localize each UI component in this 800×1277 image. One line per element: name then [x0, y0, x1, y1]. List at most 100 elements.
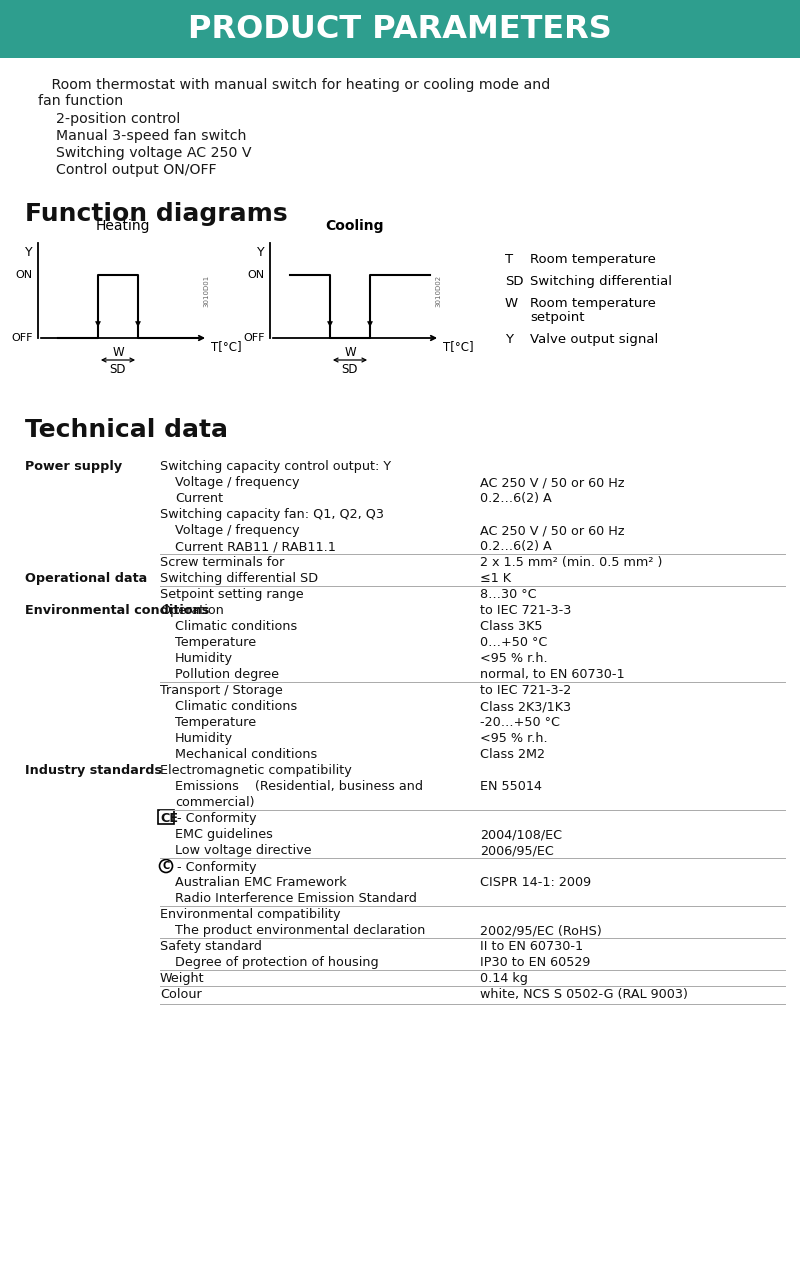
Text: <95 % r.h.: <95 % r.h.	[480, 732, 548, 744]
Text: 3010D02: 3010D02	[435, 275, 441, 306]
Text: Class 2K3/1K3: Class 2K3/1K3	[480, 700, 571, 713]
Text: 3010D01: 3010D01	[203, 275, 209, 306]
Text: W: W	[344, 346, 356, 359]
Text: Setpoint setting range: Setpoint setting range	[160, 587, 304, 601]
Text: Valve output signal: Valve output signal	[530, 333, 658, 346]
Text: W: W	[505, 298, 518, 310]
Text: CISPR 14-1: 2009: CISPR 14-1: 2009	[480, 876, 591, 889]
Text: Industry standards: Industry standards	[25, 764, 162, 776]
Text: <95 % r.h.: <95 % r.h.	[480, 653, 548, 665]
Text: Power supply: Power supply	[25, 460, 122, 472]
Text: Class 3K5: Class 3K5	[480, 621, 542, 633]
Text: Y: Y	[26, 246, 33, 259]
Text: Heating: Heating	[96, 218, 150, 232]
Text: ON: ON	[248, 269, 265, 280]
Text: Environmental conditions: Environmental conditions	[25, 604, 210, 617]
Text: IP30 to EN 60529: IP30 to EN 60529	[480, 956, 590, 969]
Text: Control output ON/OFF: Control output ON/OFF	[38, 163, 217, 178]
Text: fan function: fan function	[38, 94, 123, 109]
Text: commercial): commercial)	[175, 796, 254, 810]
Text: Humidity: Humidity	[175, 653, 233, 665]
Text: Y: Y	[505, 333, 513, 346]
Text: EMC guidelines: EMC guidelines	[175, 827, 273, 842]
Text: CE: CE	[160, 812, 178, 825]
Text: - Conformity: - Conformity	[177, 861, 257, 873]
Text: Technical data: Technical data	[25, 418, 228, 442]
Text: Switching differential: Switching differential	[530, 275, 672, 289]
Text: 0.2…6(2) A: 0.2…6(2) A	[480, 492, 552, 504]
Text: Screw terminals for: Screw terminals for	[160, 555, 284, 570]
Text: 2 x 1.5 mm² (min. 0.5 mm² ): 2 x 1.5 mm² (min. 0.5 mm² )	[480, 555, 662, 570]
Text: Weight: Weight	[160, 972, 205, 985]
Text: Humidity: Humidity	[175, 732, 233, 744]
Text: - Conformity: - Conformity	[177, 812, 257, 825]
Text: Switching differential SD: Switching differential SD	[160, 572, 318, 585]
Text: Current: Current	[175, 492, 223, 504]
Text: Temperature: Temperature	[175, 716, 256, 729]
Text: C: C	[162, 861, 170, 871]
Text: to IEC 721-3-2: to IEC 721-3-2	[480, 684, 571, 697]
Text: OFF: OFF	[11, 333, 33, 344]
Text: Switching capacity fan: Q1, Q2, Q3: Switching capacity fan: Q1, Q2, Q3	[160, 508, 384, 521]
Text: Switching voltage AC 250 V: Switching voltage AC 250 V	[38, 146, 251, 160]
Text: SD: SD	[110, 363, 126, 375]
Text: normal, to EN 60730-1: normal, to EN 60730-1	[480, 668, 625, 681]
Text: W: W	[112, 346, 124, 359]
Text: Mechanical conditions: Mechanical conditions	[175, 748, 318, 761]
Text: Manual 3-speed fan switch: Manual 3-speed fan switch	[38, 129, 246, 143]
Text: Voltage / frequency: Voltage / frequency	[175, 524, 299, 538]
Text: Current RAB11 / RAB11.1: Current RAB11 / RAB11.1	[175, 540, 336, 553]
Text: 2004/108/EC: 2004/108/EC	[480, 827, 562, 842]
Text: setpoint: setpoint	[530, 312, 585, 324]
Text: SD: SD	[505, 275, 523, 289]
Text: Class 2M2: Class 2M2	[480, 748, 545, 761]
Text: PRODUCT PARAMETERS: PRODUCT PARAMETERS	[188, 14, 612, 45]
Text: 0.2…6(2) A: 0.2…6(2) A	[480, 540, 552, 553]
Text: Y: Y	[258, 246, 265, 259]
Text: Degree of protection of housing: Degree of protection of housing	[175, 956, 378, 969]
Text: Australian EMC Framework: Australian EMC Framework	[175, 876, 346, 889]
Text: ON: ON	[16, 269, 33, 280]
Text: -20…+50 °C: -20…+50 °C	[480, 716, 560, 729]
Text: Colour: Colour	[160, 988, 202, 1001]
Text: white, NCS S 0502-G (RAL 9003): white, NCS S 0502-G (RAL 9003)	[480, 988, 688, 1001]
Text: T[°C]: T[°C]	[443, 340, 474, 352]
Text: 2-position control: 2-position control	[38, 112, 180, 126]
Text: ≤1 K: ≤1 K	[480, 572, 511, 585]
Text: EN 55014: EN 55014	[480, 780, 542, 793]
Text: Function diagrams: Function diagrams	[25, 202, 288, 226]
Text: AC 250 V / 50 or 60 Hz: AC 250 V / 50 or 60 Hz	[480, 524, 625, 538]
Text: Electromagnetic compatibility: Electromagnetic compatibility	[160, 764, 352, 776]
Text: Safety standard: Safety standard	[160, 940, 262, 953]
Text: OFF: OFF	[243, 333, 265, 344]
Text: Operational data: Operational data	[25, 572, 147, 585]
Text: 0.14 kg: 0.14 kg	[480, 972, 528, 985]
Text: Environmental compatibility: Environmental compatibility	[160, 908, 341, 921]
Text: to IEC 721-3-3: to IEC 721-3-3	[480, 604, 571, 617]
Text: Climatic conditions: Climatic conditions	[175, 700, 298, 713]
Text: Room thermostat with manual switch for heating or cooling mode and: Room thermostat with manual switch for h…	[38, 78, 550, 92]
Text: The product environmental declaration: The product environmental declaration	[175, 925, 426, 937]
Text: Room temperature: Room temperature	[530, 298, 656, 310]
Text: Cooling: Cooling	[326, 218, 384, 232]
Text: Voltage / frequency: Voltage / frequency	[175, 476, 299, 489]
Text: Transport / Storage: Transport / Storage	[160, 684, 282, 697]
Text: 8…30 °C: 8…30 °C	[480, 587, 537, 601]
Text: AC 250 V / 50 or 60 Hz: AC 250 V / 50 or 60 Hz	[480, 476, 625, 489]
Text: 2002/95/EC (RoHS): 2002/95/EC (RoHS)	[480, 925, 602, 937]
Text: Emissions    (Residential, business and: Emissions (Residential, business and	[175, 780, 423, 793]
Text: Operation: Operation	[160, 604, 224, 617]
Text: Temperature: Temperature	[175, 636, 256, 649]
Text: 2006/95/EC: 2006/95/EC	[480, 844, 554, 857]
Text: Room temperature: Room temperature	[530, 253, 656, 266]
Text: Low voltage directive: Low voltage directive	[175, 844, 311, 857]
Bar	[0, 0, 800, 57]
Text: Radio Interference Emission Standard: Radio Interference Emission Standard	[175, 893, 417, 905]
Text: T[°C]: T[°C]	[211, 340, 242, 352]
Text: 0…+50 °C: 0…+50 °C	[480, 636, 547, 649]
Text: Pollution degree: Pollution degree	[175, 668, 279, 681]
Text: SD: SD	[342, 363, 358, 375]
Text: Climatic conditions: Climatic conditions	[175, 621, 298, 633]
Text: Switching capacity control output: Y: Switching capacity control output: Y	[160, 460, 391, 472]
Text: T: T	[505, 253, 513, 266]
